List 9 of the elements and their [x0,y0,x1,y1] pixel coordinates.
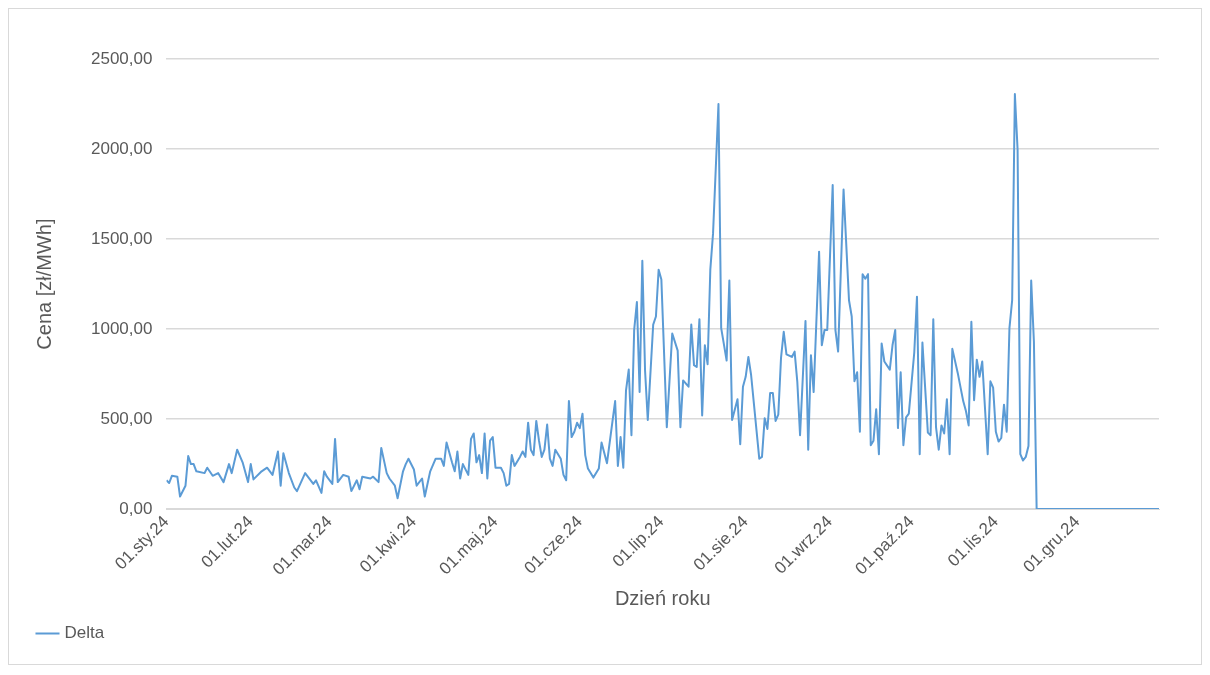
y-tick-label: 0,00 [119,498,153,518]
y-axis-title: Cena [zł/MWh] [32,218,55,350]
y-tick-label: 1000,00 [91,318,153,338]
y-tick-label: 2500,00 [91,48,153,68]
y-tick-label: 1500,00 [91,228,153,248]
y-tick-label: 500,00 [100,408,153,428]
x-axis-title: Dzień roku [614,586,711,609]
y-tick-label: 2000,00 [91,138,153,158]
legend-label: Delta [64,623,105,643]
